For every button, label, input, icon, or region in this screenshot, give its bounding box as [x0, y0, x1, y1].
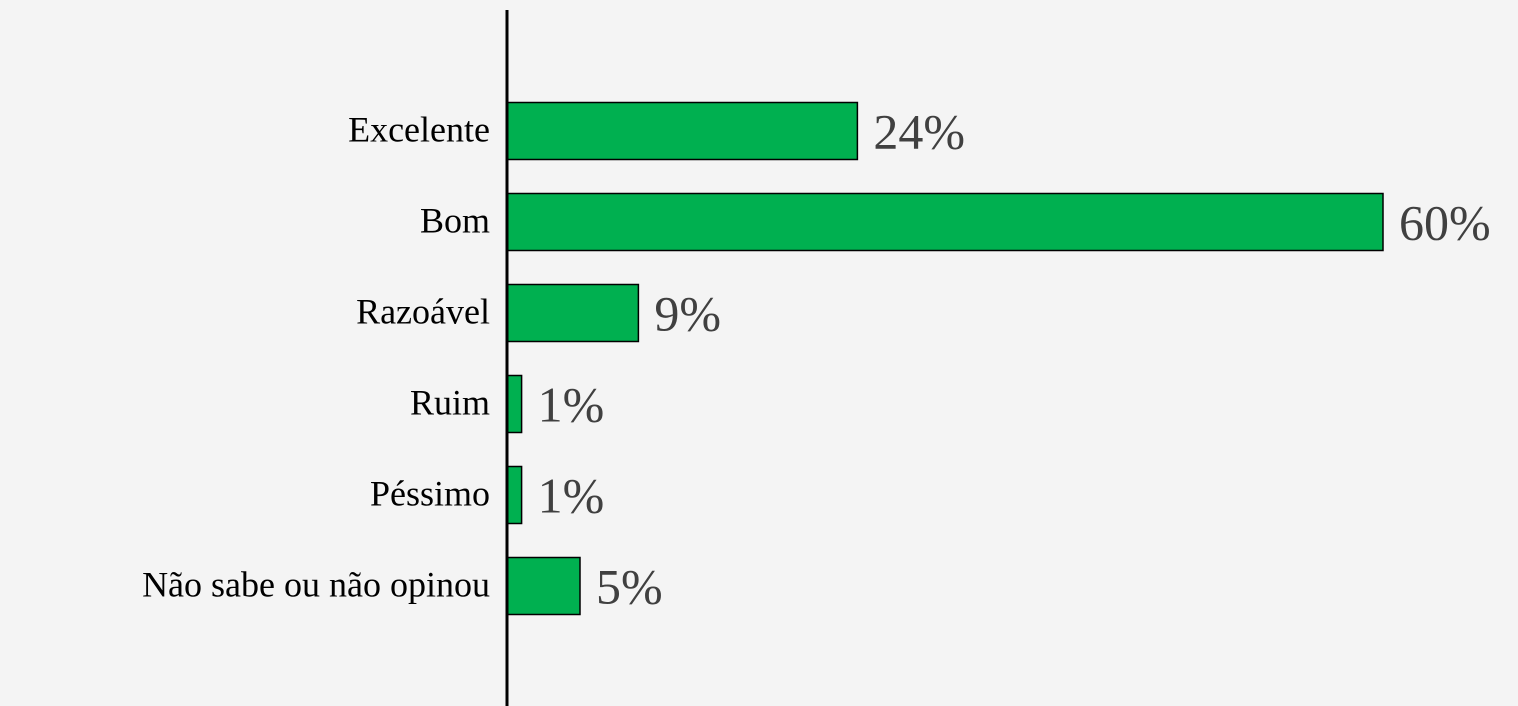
- bar: [506, 192, 1384, 252]
- value-label: 1%: [538, 467, 605, 523]
- category-label: Ruim: [410, 382, 490, 422]
- bar: [506, 101, 859, 161]
- category-label: Excelente: [348, 109, 490, 149]
- value-label: 1%: [538, 376, 605, 432]
- category-label: Razoável: [356, 291, 490, 331]
- value-label: 60%: [1399, 194, 1491, 250]
- category-label: Não sabe ou não opinou: [142, 564, 490, 604]
- bar: [506, 556, 581, 616]
- category-label: Bom: [420, 200, 490, 240]
- bar: [506, 374, 523, 434]
- value-label: 24%: [873, 103, 965, 159]
- bar: [506, 283, 640, 343]
- value-label: 9%: [654, 285, 721, 341]
- value-label: 5%: [596, 558, 663, 614]
- bar: [506, 465, 523, 525]
- category-label: Péssimo: [370, 473, 490, 513]
